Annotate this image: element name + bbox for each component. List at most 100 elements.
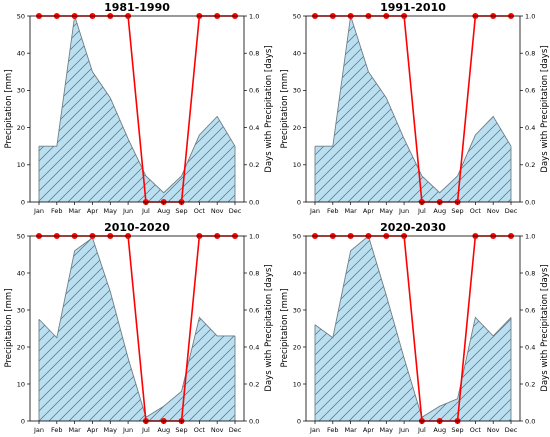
- panel-1-precip-area-hatch: [39, 16, 235, 202]
- panel-2-xtick-label: Feb: [327, 207, 339, 215]
- panel-3-xtick-label: Dec: [229, 426, 242, 434]
- panel-3-y2label: Days with Precipitation [days]: [264, 264, 274, 391]
- panel-4-xtick-label: Sep: [451, 426, 463, 434]
- panel-2-ytick-label: 30: [293, 87, 301, 95]
- panel-4-y2tick-label: 1.0: [525, 232, 535, 240]
- panel-2-xtick-label: Nov: [487, 207, 500, 215]
- panel-4-precip-area-edge: [314, 235, 512, 418]
- panel-2-y2tick-label: 0.6: [525, 87, 535, 95]
- panel-4-xtick-label: Jul: [417, 426, 426, 434]
- panel-3-ytick-label: 40: [17, 269, 25, 277]
- panel-1-ytick-label: 10: [17, 161, 25, 169]
- panel-4-ytick-label: 20: [293, 343, 301, 351]
- panel-3-ytick-label: 20: [17, 343, 25, 351]
- panel-1-y2tick-label: 0.4: [249, 124, 259, 132]
- panel-3-xtick-label: Mar: [69, 426, 82, 434]
- panel-1-y2tick-label: 0.6: [249, 87, 259, 95]
- panel-4-axes-frame: [305, 235, 521, 422]
- panel-4-y2tick-label: 0.8: [525, 269, 535, 277]
- panel-4-ylabel: Precipitation [mm]: [280, 288, 290, 367]
- chart-panel-3: 2010-2020 Jan Feb Mar Apr May Jun Jul Aug Sep Oct…: [4, 221, 274, 434]
- panel-1-xtick-label: Jul: [141, 207, 150, 215]
- panel-4-ytick-label: 10: [293, 380, 301, 388]
- panel-1-xtick-label: Apr: [87, 207, 99, 215]
- panel-3-xtick-label: Oct: [194, 426, 206, 434]
- panel-2-xtick-label: Jun: [398, 207, 409, 215]
- panel-1-ytick-label: 50: [17, 12, 25, 20]
- panel-1-precip-area-edge: [39, 15, 236, 194]
- panel-2-precip-area-hatch: [315, 16, 511, 202]
- panel-4-xtick-label: Nov: [487, 426, 500, 434]
- panel-2-xtick-label: May: [380, 207, 394, 215]
- panel-4-xtick-label: Jun: [398, 426, 409, 434]
- panel-4-precip-area-hatch: [315, 236, 511, 421]
- panel-1-xtick-label: Dec: [229, 207, 242, 215]
- panel-1-xtick-label: Aug: [157, 207, 170, 215]
- panel-2-ytick-label: 50: [293, 12, 301, 20]
- panel-2-y2tick-label: 0.0: [525, 198, 535, 206]
- panel-2-xtick-label: Oct: [470, 207, 482, 215]
- panel-1-title: 1981-1990: [104, 1, 170, 14]
- panel-4-xtick-label: Mar: [345, 426, 358, 434]
- panel-1-ytick-label: 40: [17, 50, 25, 58]
- panel-4-title: 2020-2030: [380, 221, 446, 234]
- panel-4-xtick-label: Oct: [470, 426, 482, 434]
- panel-1-plot: Jan Feb Mar Apr May Jun Jul Aug Sep Oct Nov Dec 0 10 2…: [17, 12, 260, 215]
- panel-3-y2tick-label: 0.8: [249, 269, 259, 277]
- panel-1-y2tick-label: 0.0: [249, 198, 259, 206]
- panel-1-ylabel: Precipitation [mm]: [4, 69, 14, 148]
- panel-3-xtick-label: May: [104, 426, 118, 434]
- panel-1-axes-frame: [29, 15, 245, 203]
- panel-4-plot: Jan Feb Mar Apr May Jun Jul Aug Sep Oct Nov Dec 0 10 2…: [293, 232, 536, 434]
- panel-3-title: 2010-2020: [104, 221, 170, 234]
- panel-1-y2tick-label: 0.2: [249, 161, 259, 169]
- panel-1-xtick-label: Jan: [33, 207, 44, 215]
- panel-2-y2tick-label: 0.8: [525, 50, 535, 58]
- panel-1-xtick-label: Jun: [122, 207, 133, 215]
- panel-2-xtick-label: Jul: [417, 207, 426, 215]
- panel-2-precip-area-edge: [315, 15, 512, 194]
- panel-4-xtick-label: Jan: [309, 426, 320, 434]
- panel-2-y2label: Days with Precipitation [days]: [540, 45, 550, 172]
- panel-3-xtick-label: Feb: [51, 426, 63, 434]
- panel-1-xtick-label: Nov: [211, 207, 224, 215]
- panel-3-xtick-label: Jan: [33, 426, 44, 434]
- panel-3-xtick-label: Sep: [175, 426, 187, 434]
- panel-2-title: 1991-2010: [380, 1, 446, 14]
- panel-2-y2tick-label: 0.4: [525, 124, 535, 132]
- panel-3-plot: Jan Feb Mar Apr May Jun Jul Aug Sep Oct Nov Dec 0 10 2…: [17, 232, 260, 434]
- panel-4-y2tick-label: 0.0: [525, 417, 535, 425]
- panel-3-ytick-label: 50: [17, 232, 25, 240]
- panel-4-xtick-label: May: [380, 426, 394, 434]
- panel-1-y2tick-label: 0.8: [249, 50, 259, 58]
- panel-2-y2tick-label: 0.2: [525, 161, 535, 169]
- panel-2-xtick-label: Sep: [451, 207, 463, 215]
- panel-4-xtick-label: Apr: [363, 426, 375, 434]
- panel-4-ytick-label: 30: [293, 306, 301, 314]
- panel-2-xtick-label: Apr: [363, 207, 375, 215]
- panel-4-ytick-label: 0: [297, 417, 301, 425]
- panel-2-xtick-label: Mar: [345, 207, 358, 215]
- panel-2-xtick-label: Dec: [505, 207, 518, 215]
- panel-3-xtick-label: Nov: [211, 426, 224, 434]
- panel-3-ylabel: Precipitation [mm]: [4, 288, 14, 367]
- panel-3-y2tick-label: 0.4: [249, 343, 259, 351]
- panel-4-y2tick-label: 0.4: [525, 343, 535, 351]
- chart-panel-1: 1981-1990 Jan Feb Mar Apr May Jun Jul Aug Sep Oct…: [4, 1, 274, 215]
- panel-3-y2tick-label: 1.0: [249, 232, 259, 240]
- panel-4-ytick-label: 40: [293, 269, 301, 277]
- panel-1-xtick-label: May: [104, 207, 118, 215]
- panel-2-xtick-label: Jan: [309, 207, 320, 215]
- panel-3-y2tick-label: 0.6: [249, 306, 259, 314]
- panel-2-xtick-label: Aug: [433, 207, 446, 215]
- panel-3-y2tick-label: 0.0: [249, 417, 259, 425]
- panel-4-ytick-label: 50: [293, 232, 301, 240]
- panel-1-xtick-label: Mar: [69, 207, 82, 215]
- panel-3-axes-frame: [29, 235, 245, 422]
- panel-2-y2tick-label: 1.0: [525, 12, 535, 20]
- panel-2-axes-frame: [305, 15, 521, 203]
- panel-3-xtick-label: Jul: [141, 426, 150, 434]
- panel-3-y2tick-label: 0.2: [249, 380, 259, 388]
- panel-2-ytick-label: 20: [293, 124, 301, 132]
- panel-1-ytick-label: 20: [17, 124, 25, 132]
